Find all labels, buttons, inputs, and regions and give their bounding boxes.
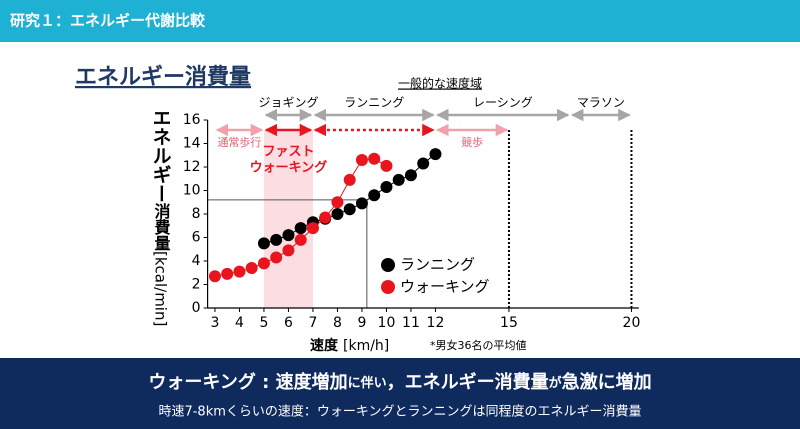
x-tick-label: 8: [333, 315, 342, 331]
footer-text: 時速7-8kmくらいの速度：ウォーキングとランニングは同程度のエネルギー消費量: [158, 404, 641, 420]
data-point: [208, 270, 221, 283]
heading: エネルギー消費量: [75, 65, 251, 90]
data-point: [233, 265, 246, 278]
data-point: [270, 251, 283, 264]
walking-band-label: 通常歩行: [217, 135, 261, 149]
data-point: [343, 173, 356, 186]
x-tick-label: 10: [378, 315, 396, 331]
data-point: [221, 267, 234, 280]
x-label-part: [km/h]: [343, 338, 389, 354]
data-point: [343, 203, 356, 216]
x-tick-label: 9: [357, 315, 366, 331]
x-tick-label: 15: [500, 315, 518, 331]
data-point: [331, 196, 344, 209]
data-point: [392, 173, 405, 186]
highlight-band: [263, 130, 313, 308]
y-tick-label: 6: [192, 230, 201, 246]
data-point: [282, 229, 295, 242]
y-axis-label: エネルギー消費量[kcal/min]: [150, 108, 172, 326]
footer-title-part: が: [549, 375, 562, 391]
footer-bar: [0, 358, 800, 429]
speed-band-label: マラソン: [577, 96, 625, 110]
footer-title-part: に伴い: [348, 375, 387, 391]
x-tick-label: 5: [259, 315, 268, 331]
data-point: [380, 180, 393, 193]
data-point: [319, 211, 332, 224]
y-tick-label: 10: [183, 183, 201, 199]
data-point: [429, 148, 442, 161]
x-tick-label: 4: [235, 315, 244, 331]
legend-label: ランニング: [400, 256, 475, 274]
y-tick-label: 0: [192, 300, 201, 316]
legend-label: ウォーキング: [400, 278, 490, 296]
footer-title: ウォーキング : 速度増加に伴い，エネルギー消費量が急激に増加: [148, 371, 651, 393]
y-tick-label: 2: [192, 277, 201, 293]
x-tick-label: 7: [308, 315, 317, 331]
data-point: [294, 222, 307, 235]
y-tick-label: 8: [192, 206, 201, 222]
x-tick-label: 20: [623, 315, 641, 331]
x-label-part: 速度: [310, 337, 339, 354]
data-point: [245, 262, 258, 275]
data-point: [294, 233, 307, 246]
x-axis-label: 速度 [km/h]: [310, 337, 389, 354]
y-tick-label: 4: [192, 253, 201, 269]
data-point: [270, 233, 283, 246]
header-title: 研究１：エネルギー代謝比較: [10, 12, 206, 30]
data-point: [257, 257, 270, 270]
legend-marker: [381, 280, 395, 294]
footer-title-part: ウォーキング : 速度増加: [148, 371, 347, 393]
walking-band-label: ファスト: [262, 145, 314, 160]
y-label-part: [kcal/min]: [152, 251, 170, 326]
footer-title-part: ，エネルギー消費量: [387, 371, 549, 393]
data-point: [368, 152, 381, 165]
data-point: [404, 169, 417, 182]
y-tick-label: 16: [183, 112, 201, 128]
range-title: 一般的な速度域: [398, 76, 482, 91]
data-point: [380, 159, 393, 172]
legend-marker: [381, 258, 395, 272]
y-label-part: 消費量: [152, 202, 171, 251]
data-point: [417, 157, 430, 170]
speed-band-label: レーシング: [473, 96, 533, 110]
x-tick-label: 12: [427, 315, 445, 331]
x-tick-label: 11: [402, 315, 420, 331]
data-point: [282, 244, 295, 257]
data-point: [355, 153, 368, 166]
data-point: [331, 208, 344, 220]
note: *男女36名の平均値: [430, 338, 527, 352]
walking-band-label: 競歩: [461, 135, 483, 149]
speed-band-label: ジョギング: [258, 96, 318, 110]
speed-band-label: ランニング: [344, 96, 404, 110]
x-tick-label: 3: [210, 315, 219, 331]
x-tick-label: 6: [284, 315, 293, 331]
y-label-part: エネルギー: [150, 108, 172, 203]
data-point: [257, 237, 270, 250]
y-tick-label: 12: [183, 159, 201, 175]
y-tick-label: 14: [183, 136, 201, 152]
footer-title-part: 急激に増加: [562, 371, 652, 393]
data-point: [355, 197, 368, 210]
walking-band-label: ウォーキング: [250, 160, 328, 176]
data-point: [368, 189, 381, 202]
header-bar: [0, 0, 800, 42]
data-point: [306, 222, 319, 235]
